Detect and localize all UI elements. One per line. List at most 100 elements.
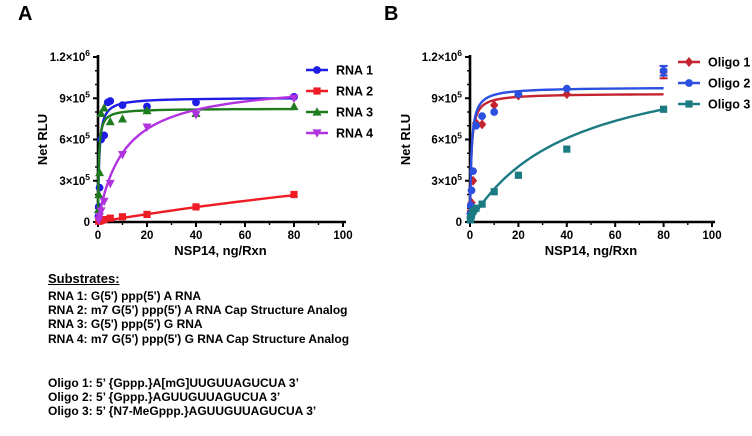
marker-triangle-down (96, 207, 106, 216)
marker-triangle-down (289, 94, 299, 104)
y-tick-label: 1.2×106 (50, 48, 91, 64)
substrate-line-rna-3: RNA 3: G(5') ppp(5') G RNA (48, 317, 203, 332)
legend-label: RNA 2 (336, 85, 373, 99)
substrate-line-oligo-3: Oligo 3: 5’ {N7-MeGppp.}AGUUGUUAGUCUA 3’ (48, 404, 317, 419)
series-rna-2 (95, 190, 298, 225)
x-axis-title: NSP14, ng/Rxn (545, 243, 638, 258)
rna-substrate-list: RNA 1: G(5') ppp(5') A RNA RNA 2: m7 G(5… (48, 289, 349, 346)
marker-square (685, 100, 693, 108)
marker-square (290, 190, 298, 199)
substrate-line-rna-4: RNA 4: m7 G(5') ppp(5') G RNA Cap Struct… (48, 331, 350, 346)
y-axis-title: Net RLU (35, 114, 50, 165)
oligo-substrate-list: Oligo 1: 5’ {Gppp.}A[mG]UUGUUAGUCUA 3’ O… (48, 376, 349, 419)
marker-square (563, 145, 571, 153)
legend: Oligo 1 Oligo 2 Oligo 3 (678, 56, 750, 112)
x-tick-label: 80 (657, 230, 670, 242)
legend-label: Oligo 2 (708, 77, 750, 91)
marker-triangle-up (105, 116, 115, 126)
x-tick-label: 20 (141, 230, 154, 242)
y-tick-label: 9×105 (431, 89, 462, 105)
marker-square (660, 105, 668, 113)
legend-label: RNA 4 (336, 127, 373, 141)
marker-circle (106, 97, 115, 105)
marker-circle (514, 90, 523, 99)
legend-item-rna-1: RNA 1 (306, 64, 373, 78)
marker-triangle-up (142, 105, 152, 115)
marker-triangle-up (312, 107, 322, 116)
series-oligo-3 (466, 105, 668, 224)
axis-labels: 0 3×105 6×105 9×105 1.2×106 0 20 40 60 80 100 NSP14… (398, 48, 722, 258)
y-tick-label: 3×105 (59, 172, 90, 188)
marker-diamond (490, 100, 499, 111)
substrate-line-oligo-2: Oligo 2: 5’ {Gppp.}AGUUGUUAGUCUA 3’ (48, 390, 281, 405)
marker-circle (685, 79, 693, 87)
marker-triangle-down (191, 111, 201, 120)
marker-triangle-down (95, 212, 105, 222)
x-axis-title: NSP14, ng/Rxn (174, 243, 267, 258)
marker-circle (472, 121, 480, 130)
marker-square (143, 210, 151, 219)
panel-a-label: A (18, 3, 33, 25)
marker-square (467, 211, 476, 219)
axes (465, 55, 715, 227)
legend-label: Oligo 1 (708, 56, 750, 70)
panel-b-label: B (384, 3, 399, 25)
marker-triangle-up (96, 108, 106, 117)
y-axis-title: Net RLU (398, 114, 413, 165)
x-tick-label: 80 (288, 230, 301, 242)
marker-triangle-up (99, 103, 109, 112)
marker-circle (100, 131, 109, 140)
marker-square (106, 214, 114, 222)
legend-item-oligo-1: Oligo 1 (678, 56, 750, 70)
legend-item-oligo-3: Oligo 3 (678, 98, 750, 112)
chart-oligo-substrates: 0 3×105 6×105 9×105 1.2×106 0 20 40 60 80 100 NSP14… (398, 48, 750, 258)
marker-triangle-down (105, 179, 115, 189)
y-tick-label: 3×105 (431, 172, 462, 188)
marker-circle (118, 101, 127, 110)
legend: RNA 1 RNA 2 RNA 3 RNA 4 (306, 64, 373, 141)
x-tick-label: 20 (512, 230, 525, 242)
marker-square (472, 204, 480, 212)
substrates-legend: Substrates: RNA 1: G(5') ppp(5') A RNA R… (48, 271, 349, 418)
x-tick-label: 40 (190, 230, 203, 242)
y-tick-label: 0 (84, 217, 90, 229)
marker-diamond (477, 119, 487, 130)
marker-square (478, 200, 486, 208)
marker-circle (313, 66, 321, 74)
fit-curve-oligo-2 (468, 87, 664, 223)
marker-square (192, 203, 200, 211)
marker-triangle-up (95, 167, 105, 177)
marker-circle (478, 112, 486, 121)
x-tick-label: 0 (467, 230, 473, 242)
marker-circle (562, 84, 571, 93)
legend-item-rna-4: RNA 4 (306, 127, 373, 141)
y-tick-label: 9×105 (59, 89, 90, 105)
marker-circle (490, 108, 499, 116)
marker-triangle-down (142, 123, 152, 132)
series-rna-4 (94, 94, 299, 225)
series-oligo-2 (466, 64, 668, 223)
marker-diamond (684, 57, 694, 67)
x-tick-label: 100 (333, 230, 352, 242)
x-tick-label: 60 (239, 230, 252, 242)
fit-curve-oligo-3 (468, 108, 664, 224)
x-tick-label: 0 (95, 230, 101, 242)
legend-label: RNA 3 (336, 106, 373, 120)
legend-label: RNA 1 (336, 64, 373, 78)
substrate-line-oligo-1: Oligo 1: 5’ {Gppp.}A[mG]UUGUUAGUCUA 3’ (48, 375, 299, 390)
marker-square (118, 213, 127, 221)
y-tick-label: 0 (456, 217, 462, 229)
marker-square (100, 215, 108, 224)
marker-triangle-up (118, 114, 127, 123)
y-tick-label: 6×105 (431, 131, 462, 147)
marker-square (514, 171, 522, 179)
marker-square (313, 87, 321, 95)
marker-triangle-down (99, 197, 109, 207)
axis-labels: 0 3×105 6×105 9×105 1.2×106 0 20 40 60 80 100 NSP14… (35, 48, 353, 258)
legend-item-rna-3: RNA 3 (306, 106, 373, 120)
legend-label: Oligo 3 (708, 98, 750, 112)
marker-square (490, 188, 498, 196)
substrate-line-rna-2: RNA 2: m7 G(5') ppp(5') A RNA Cap Struct… (48, 303, 348, 318)
chart-rna-substrates: 0 3×105 6×105 9×105 1.2×106 0 20 40 60 80 100 NSP14… (35, 48, 373, 258)
